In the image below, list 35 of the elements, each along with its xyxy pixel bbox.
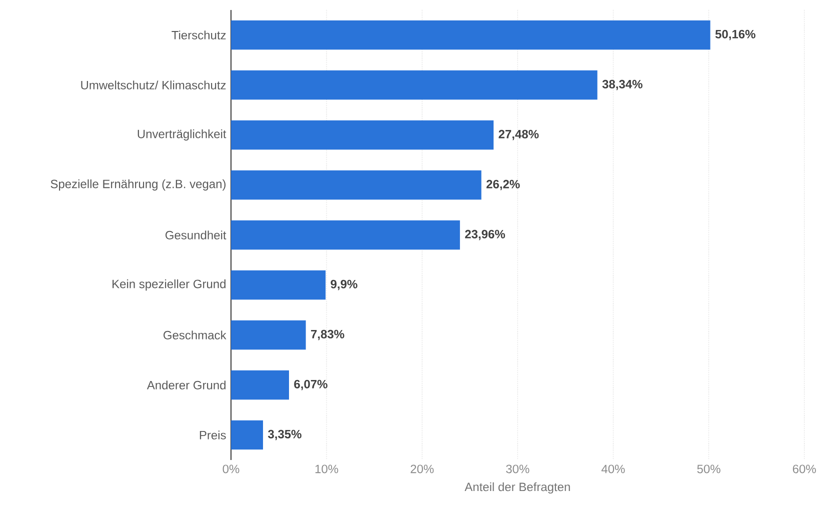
y-tick-label: Anderer Grund: [146, 380, 226, 390]
x-tick-label: 60%: [792, 464, 816, 474]
y-tick-label: Umweltschutz/ Klimaschutz: [81, 80, 226, 90]
y-tick-label: Kein spezieller Grund: [112, 279, 226, 291]
x-tick-label: 0%: [222, 464, 240, 474]
bar: [231, 20, 710, 50]
data-label: 27,48%: [498, 130, 539, 140]
y-tick-label: Spezielle Ernährung (z.B. vegan): [50, 179, 226, 191]
bar: [231, 120, 494, 150]
data-label: 23,96%: [465, 230, 506, 240]
data-label: 50,16%: [715, 30, 756, 40]
x-axis-title: Anteil der Befragten: [464, 482, 570, 494]
y-tick-label: Unverträglichkeit: [138, 129, 226, 141]
y-tick-label: Geschmack: [164, 330, 226, 340]
x-tick-label: 30%: [506, 464, 530, 474]
bar: [231, 370, 289, 400]
x-tick-label: 20%: [410, 464, 434, 474]
x-tick-label: 40%: [601, 464, 625, 474]
y-tick-label: Preis: [200, 430, 226, 440]
data-label: 7,83%: [311, 330, 344, 340]
data-label: 38,34%: [602, 80, 642, 90]
bar: [231, 420, 264, 450]
data-label: 26,2%: [486, 180, 520, 190]
x-tick-label: 10%: [315, 464, 338, 474]
bar: [231, 170, 482, 200]
data-label: 6,07%: [294, 380, 328, 390]
data-label: 9,9%: [330, 280, 358, 290]
data-label: 3,35%: [268, 430, 302, 440]
y-tick-label: Gesundheit: [166, 230, 226, 240]
bar: [231, 270, 326, 300]
x-tick-label: 50%: [697, 464, 720, 474]
bar: [231, 320, 306, 350]
bar: [231, 70, 598, 100]
bar: [231, 220, 460, 250]
y-tick-label: Tierschutz: [172, 30, 226, 40]
